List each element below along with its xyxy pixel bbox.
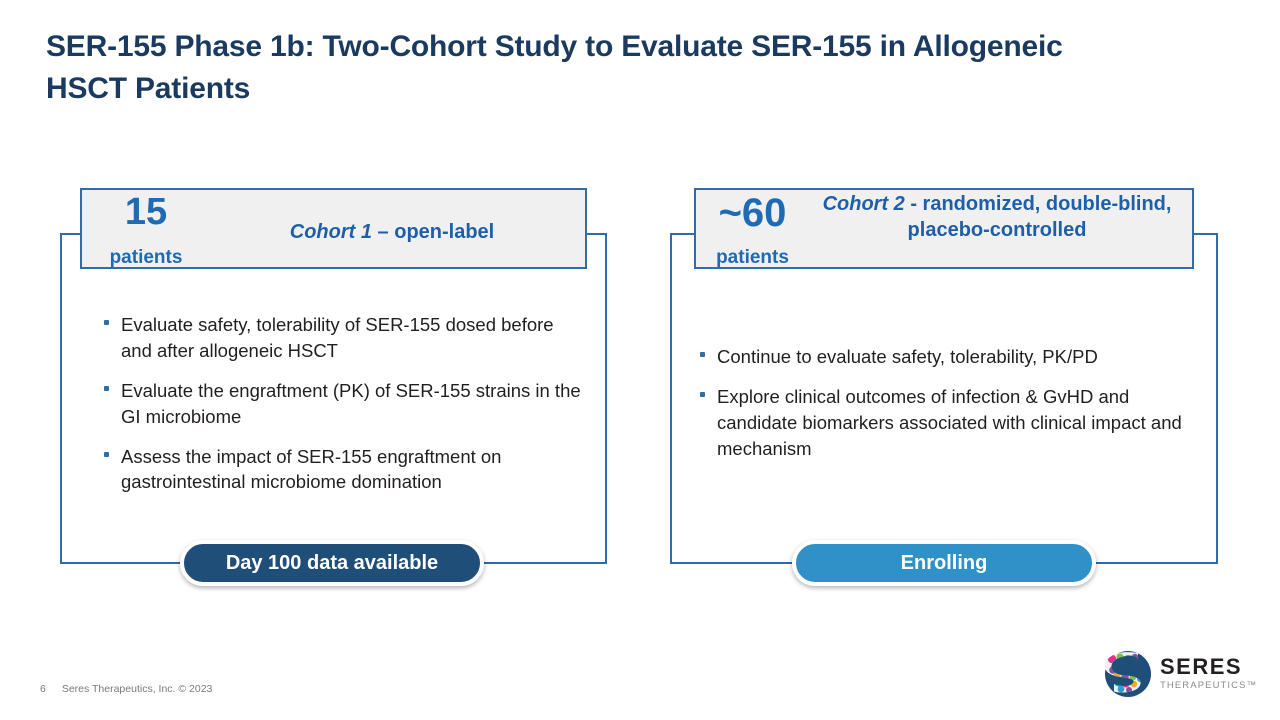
cohort-1-label-emphasis: Cohort 1 [289,221,372,243]
list-item: Explore clinical outcomes of infection &… [700,384,1200,462]
page-number: 6 [40,683,46,695]
bullet-text: Evaluate the engraftment (PK) of SER-155… [121,379,581,427]
logo-name: SERES [1160,654,1243,679]
cohort-2-count: ~60 [718,191,787,235]
cohort-2-patients-label: patients [716,247,789,268]
bullet-icon [700,384,717,397]
cohort-1-header [80,188,587,269]
bullet-text: Assess the impact of SER-155 engraftment… [121,445,502,493]
cohort-2-status-badge[interactable]: Enrolling [792,540,1096,586]
cohort-2-header [694,188,1194,269]
cohort-2-label: Cohort 2 - randomized, double-blind, pla… [812,192,1182,243]
cohort-1-patients-label: patients [109,247,183,268]
cohort-2-label-emphasis: Cohort 2 [822,193,905,215]
bullet-text: Explore clinical outcomes of infection &… [717,385,1182,459]
logo-wordmark: SERES THERAPEUTICS™ [1160,656,1257,691]
list-item: Evaluate the engraftment (PK) of SER-155… [104,378,584,430]
seres-logo-icon [1104,651,1151,697]
cohort-2-bullet-list: Continue to evaluate safety, tolerabilit… [700,344,1200,476]
bullet-text: Evaluate safety, tolerability of SER-155… [121,314,554,361]
list-item: Continue to evaluate safety, tolerabilit… [700,344,1200,370]
bullet-icon [104,312,121,325]
bullet-icon [104,378,121,391]
cohort-1-label-rest: – open-label [371,221,495,243]
bullet-icon [700,344,717,357]
bullet-icon [104,444,121,457]
company-logo: SERES THERAPEUTICS™ [1104,650,1256,698]
bullet-text: Continue to evaluate safety, tolerabilit… [717,346,1098,367]
cohort-1-bullet-list: Evaluate safety, tolerability of SER-155… [104,312,584,509]
copyright-text: Seres Therapeutics, Inc. © 2023 [61,683,213,695]
cohort-1-label: Cohort 1 – open-label [212,220,572,246]
page-title: SER-155 Phase 1b: Two-Cohort Study to Ev… [46,30,1063,105]
logo-tagline: THERAPEUTICS™ [1160,680,1258,691]
footer: 6 Seres Therapeutics, Inc. © 2023 [40,683,212,695]
list-item: Evaluate safety, tolerability of SER-155… [104,312,584,364]
cohort-1-count: 15 [124,191,168,233]
list-item: Assess the impact of SER-155 engraftment… [104,444,584,496]
cohort-2-label-rest: - randomized, double-blind, placebo-cont… [904,193,1172,241]
cohort-1-status-badge[interactable]: Day 100 data available [180,540,484,586]
